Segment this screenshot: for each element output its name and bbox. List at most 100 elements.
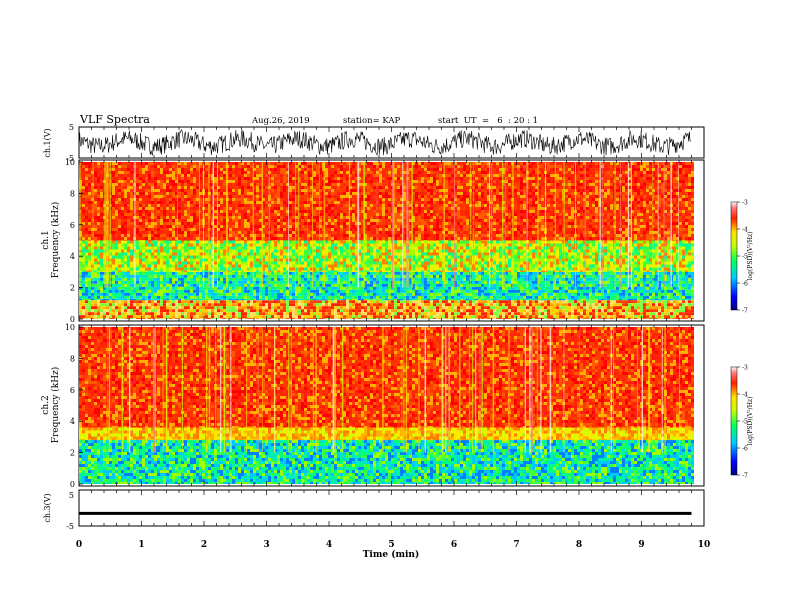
spectrogram-cell-1-2521 xyxy=(403,289,406,293)
spectrogram-cell-1-4646 xyxy=(394,258,397,262)
spectrogram-cell-1-4476 xyxy=(349,243,352,247)
spectrogram-cell-1-3994 xyxy=(217,249,220,253)
spectrogram-cell-1-3318 xyxy=(643,280,646,284)
spectrogram-cell-1-775 xyxy=(409,315,412,319)
spectrogram-cell-1-368 xyxy=(235,312,238,316)
spectrogram-cell-1-4227 xyxy=(280,255,283,259)
spectrogram-cell-1-48 xyxy=(97,318,100,319)
spectrogram-cell-1-2570 xyxy=(418,286,421,290)
spectrogram-cell-1-2320 xyxy=(343,286,346,290)
spectrogram-cell-1-4801 xyxy=(436,261,439,265)
spectrogram-cell-1-4844 xyxy=(448,258,451,262)
spectrogram-cell-1-4708 xyxy=(412,246,415,250)
spectrogram-cell-1-4360 xyxy=(316,258,319,262)
spectrogram-cell-1-1880 xyxy=(211,286,214,290)
spectrogram-cell-1-2715 xyxy=(463,271,466,275)
spectrogram-cell-1-1045 xyxy=(526,306,529,310)
spectrogram-cell-1-1724 xyxy=(163,298,166,301)
spectrogram-cell-1-1638 xyxy=(139,280,142,284)
spectrogram-cell-1-4882 xyxy=(460,240,463,244)
spectrogram-cell-1-1635 xyxy=(139,271,142,275)
spectrogram-cell-1-2086 xyxy=(274,274,277,278)
spectrogram-cell-1-3253 xyxy=(622,295,625,299)
spectrogram-cell-1-2322 xyxy=(343,292,346,296)
spectrogram-cell-1-3221 xyxy=(613,289,616,293)
spectrogram-cell-1-377 xyxy=(238,318,241,319)
spectrogram-cell-1-1008 xyxy=(511,300,514,304)
spectrogram-cell-1-4773 xyxy=(430,243,433,247)
spectrogram-cell-1-1377 xyxy=(667,315,670,319)
spectrogram-cell-1-2733 xyxy=(466,295,469,299)
spectrogram-cell-1-2490 xyxy=(394,286,397,290)
spectrogram-cell-1-3885 xyxy=(187,252,190,256)
spectrogram-cell-1-978 xyxy=(496,315,499,319)
spectrogram-cell-1-2947 xyxy=(532,277,535,281)
spectrogram-cell-1-3857 xyxy=(178,267,181,271)
spectrogram-cell-1-134 xyxy=(136,303,139,307)
spectrogram-cell-1-988 xyxy=(502,303,505,307)
spectrogram-cell-1-969 xyxy=(493,309,496,313)
spectrogram-cell-1-3331 xyxy=(646,289,649,293)
spectrogram-cell-1-3884 xyxy=(187,249,190,253)
spectrogram-cell-1-7 xyxy=(82,300,85,304)
spectrogram-cell-1-2438 xyxy=(379,280,382,284)
spectrogram-cell-1-3258 xyxy=(625,280,628,284)
spectrogram-cell-1-519 xyxy=(301,303,304,307)
spectrogram-cell-1-1542 xyxy=(109,292,112,296)
spectrogram-cell-1-4648 xyxy=(394,264,397,268)
spectrogram-cell-1-3058 xyxy=(565,280,568,284)
spectrogram-cell-1-940 xyxy=(481,306,484,310)
spectrogram-cell-1-2559 xyxy=(415,283,418,287)
spectrogram-cell-1-1521 xyxy=(103,289,106,293)
spectrogram-cell-1-4266 xyxy=(292,240,295,244)
spectrogram-cell-1-3798 xyxy=(163,255,166,259)
spectrogram-cell-1-907 xyxy=(466,312,469,316)
spectrogram-cell-1-1003 xyxy=(508,306,511,310)
spectrogram-cell-1-1843 xyxy=(199,295,202,299)
spectrogram-cell-1-3193 xyxy=(604,295,607,299)
spectrogram-cell-1-2924 xyxy=(523,298,526,301)
spectrogram-cell-1-2619 xyxy=(433,283,436,287)
spectrogram-cell-1-2517 xyxy=(403,277,406,281)
spectrogram-cell-1-657 xyxy=(358,318,361,319)
spectrogram-cell-1-3103 xyxy=(577,295,580,299)
spectrogram-cell-1-3361 xyxy=(655,289,658,293)
spectrogram-cell-1-4095 xyxy=(244,255,247,259)
spectrogram-cell-1-1784 xyxy=(181,298,184,301)
spectrogram-cell-1-1656 xyxy=(145,274,148,278)
spectrogram-cell-1-4105 xyxy=(247,252,250,256)
spectrogram-cell-1-3613 xyxy=(112,261,115,265)
spectrogram-cell-1-2717 xyxy=(463,277,466,281)
spectrogram-cell-1-4500 xyxy=(355,249,358,253)
spectrogram-cell-1-480 xyxy=(283,312,286,316)
spectrogram-cell-1-3630 xyxy=(118,246,121,250)
spectrogram-cell-1-3143 xyxy=(589,295,592,299)
spectrogram-cell-1-1130 xyxy=(562,309,565,313)
spectrogram-cell-1-1177 xyxy=(583,303,586,307)
spectrogram-cell-1-4428 xyxy=(334,264,337,268)
spectrogram-cell-1-2248 xyxy=(322,280,325,284)
spectrogram-cell-1-946 xyxy=(484,303,487,307)
spectrogram-cell-1-212 xyxy=(169,306,172,310)
spectrogram-cell-1-1672 xyxy=(148,292,151,296)
spectrogram-cell-1-1878 xyxy=(211,280,214,284)
spectrogram-cell-1-3301 xyxy=(637,289,640,293)
spectrogram-cell-1-3840 xyxy=(175,249,178,253)
spectrogram-cell-1-1632 xyxy=(136,292,139,296)
spectrogram-cell-1-1275 xyxy=(625,303,628,307)
spectrogram-cell-1-2374 xyxy=(358,298,361,301)
spectrogram-cell-1-3775 xyxy=(157,252,160,256)
spectrogram-cell-1-2991 xyxy=(544,289,547,293)
spectrogram-cell-1-4416 xyxy=(331,261,334,265)
spectrogram-cell-1-4202 xyxy=(274,246,277,250)
spectrogram-cell-1-2326 xyxy=(346,274,349,278)
spectrogram-cell-1-566 xyxy=(319,318,322,319)
spectrogram-cell-1-2414 xyxy=(370,298,373,301)
spectrogram-cell-1-2567 xyxy=(418,277,421,281)
spectrogram-cell-1-4414 xyxy=(331,255,334,259)
spectrogram-cell-1-52 xyxy=(100,309,103,313)
spectrogram-cell-1-209 xyxy=(166,318,169,319)
spectrogram-cell-1-4135 xyxy=(256,243,259,247)
spectrogram-cell-1-781 xyxy=(412,312,415,316)
